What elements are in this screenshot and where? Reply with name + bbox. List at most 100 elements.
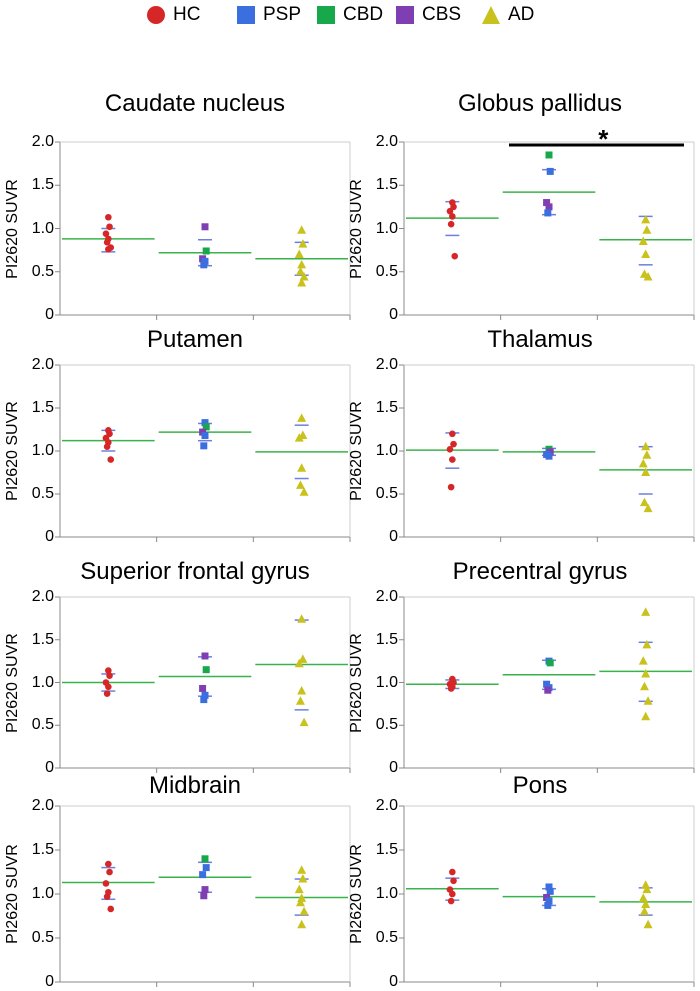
- data-point-psp: [201, 419, 209, 427]
- data-point-ad: [639, 681, 649, 691]
- data-point-cbs: [201, 652, 209, 660]
- legend-triangle: [482, 6, 500, 24]
- data-point-hc: [450, 440, 457, 448]
- y-tick-label: 0.5: [31, 716, 54, 734]
- data-point-ad: [294, 884, 304, 894]
- legend-item-cbs: CBS: [395, 4, 461, 26]
- data-point-cbs: [199, 684, 207, 692]
- data-point-hc: [449, 868, 456, 876]
- data-point-hc: [447, 897, 455, 905]
- data-point-ad: [641, 899, 651, 909]
- data-point-ad: [297, 225, 307, 234]
- data-point-cbs: [200, 892, 208, 900]
- data-point-cbd: [202, 247, 210, 255]
- data-point-psp: [545, 897, 553, 905]
- data-point-ad: [297, 865, 307, 874]
- data-point-cbd: [202, 666, 210, 674]
- data-point-ad: [297, 919, 307, 929]
- y-tick-label: 2.0: [375, 133, 398, 150]
- data-point-hc: [105, 245, 112, 253]
- data-point-hc: [449, 213, 456, 220]
- y-tick-label: 0.5: [31, 262, 54, 280]
- data-point-ad: [639, 497, 649, 507]
- data-point-cbs: [543, 894, 551, 902]
- data-point-hc: [451, 252, 459, 260]
- data-point-ad: [294, 249, 304, 258]
- y-tick-label: 0: [389, 306, 398, 323]
- y-tick-label: 2.0: [375, 588, 398, 605]
- legend-square: [237, 6, 255, 24]
- data-point-psp: [545, 452, 553, 460]
- legend-circle: [147, 6, 165, 24]
- y-tick-label: 1.0: [31, 442, 54, 459]
- data-point-cbd: [545, 151, 553, 159]
- data-point-psp: [544, 209, 552, 217]
- data-point-hc: [449, 430, 456, 438]
- y-tick-label: 0.5: [31, 929, 54, 946]
- data-point-psp: [200, 442, 208, 450]
- data-point-ad: [638, 236, 648, 245]
- panel-title: Precentral gyrus: [452, 558, 628, 585]
- data-point-ad: [642, 225, 652, 234]
- data-point-ad: [295, 266, 305, 276]
- y-tick-label: 1.0: [375, 673, 398, 691]
- data-point-ad: [643, 503, 653, 513]
- data-point-ad: [295, 480, 305, 489]
- data-point-psp: [546, 167, 554, 175]
- legend: HC PSP CBD CBS AD: [0, 0, 700, 34]
- panel-title: Superior frontal gyrus: [80, 558, 310, 585]
- data-point-hc: [450, 877, 457, 885]
- y-tick-label: 1.0: [375, 219, 398, 237]
- y-tick-label: 2.0: [375, 356, 398, 373]
- y-tick-label: 0: [389, 973, 398, 990]
- data-point-hc: [105, 667, 112, 674]
- data-point-ad: [638, 893, 648, 902]
- data-point-psp: [544, 901, 552, 909]
- y-tick-label: 1.0: [31, 885, 54, 902]
- data-point-ad: [641, 441, 651, 451]
- data-point-hc: [106, 223, 113, 231]
- data-point-ad: [299, 906, 309, 916]
- data-point-cbs: [545, 203, 553, 211]
- legend-marker-ad: [482, 6, 500, 24]
- data-point-cbs: [546, 448, 554, 456]
- data-point-ad: [642, 884, 652, 894]
- data-point-ad: [641, 668, 651, 678]
- data-point-psp: [546, 887, 554, 895]
- legend-label: CBD: [343, 4, 384, 25]
- legend-label: CBS: [422, 4, 462, 25]
- y-tick-label: 0: [45, 973, 54, 990]
- data-point-hc: [107, 456, 115, 463]
- data-point-hc: [106, 672, 113, 679]
- data-point-hc: [102, 880, 110, 887]
- data-point-ad: [642, 639, 652, 649]
- legend-square: [396, 6, 414, 24]
- panel-title: Putamen: [146, 326, 244, 353]
- data-point-hc: [105, 860, 112, 868]
- y-tick-label: 0.5: [31, 485, 54, 502]
- data-point-psp: [202, 864, 210, 872]
- y-tick-label: 1.5: [375, 841, 398, 858]
- panel-title: Thalamus: [487, 326, 593, 353]
- data-point-ad: [643, 271, 653, 281]
- y-tick-label: 1.5: [31, 841, 54, 858]
- data-point-hc: [103, 443, 111, 451]
- data-point-ad: [295, 696, 305, 705]
- data-point-cbs: [201, 886, 209, 894]
- data-point-ad: [298, 874, 308, 883]
- data-point-hc: [450, 203, 457, 211]
- data-point-ad: [641, 467, 651, 476]
- data-point-ad: [641, 880, 651, 889]
- data-point-ad: [641, 607, 651, 616]
- data-point-hc: [105, 213, 112, 221]
- y-tick-label: 1.5: [31, 176, 54, 194]
- y-tick-label: 0.5: [375, 262, 398, 280]
- data-point-hc: [446, 445, 454, 453]
- y-tick-label: 0.5: [375, 716, 398, 734]
- data-point-ad: [297, 413, 307, 422]
- data-point-ad: [641, 214, 651, 224]
